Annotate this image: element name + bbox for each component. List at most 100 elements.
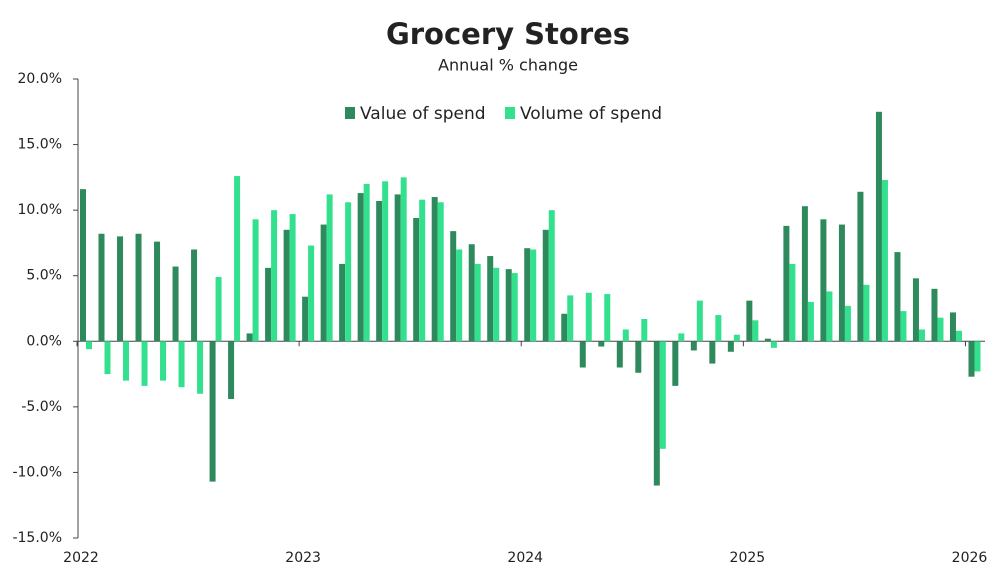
bar bbox=[894, 252, 901, 342]
bar bbox=[493, 267, 500, 342]
bar bbox=[807, 301, 814, 342]
bar bbox=[345, 202, 352, 342]
bar bbox=[172, 266, 179, 342]
bar bbox=[585, 292, 592, 342]
bar bbox=[752, 320, 759, 342]
bar bbox=[511, 273, 518, 342]
bar bbox=[733, 334, 740, 342]
bar bbox=[672, 341, 679, 386]
x-tick-label: 2022 bbox=[63, 550, 99, 566]
bar bbox=[542, 229, 549, 342]
legend-swatch bbox=[505, 107, 515, 119]
bar bbox=[678, 333, 685, 342]
chart-title: Grocery Stores bbox=[386, 17, 630, 51]
bar bbox=[801, 206, 808, 342]
bar bbox=[400, 177, 407, 342]
bar bbox=[746, 300, 753, 342]
bar bbox=[857, 191, 864, 342]
bar bbox=[918, 329, 925, 342]
bar bbox=[789, 263, 796, 342]
bar bbox=[783, 225, 790, 342]
legend-swatch bbox=[345, 107, 355, 119]
bar bbox=[283, 229, 290, 342]
bar bbox=[308, 245, 315, 342]
bar bbox=[289, 214, 296, 342]
bar bbox=[215, 277, 222, 342]
bar bbox=[450, 231, 457, 342]
bar bbox=[326, 194, 333, 342]
bar bbox=[622, 329, 629, 342]
bar bbox=[881, 179, 888, 342]
bar bbox=[80, 189, 86, 342]
bar bbox=[770, 341, 777, 348]
bar bbox=[252, 219, 259, 342]
bar bbox=[561, 313, 568, 342]
bar bbox=[931, 288, 938, 342]
bar bbox=[141, 341, 148, 386]
bar bbox=[302, 296, 309, 342]
legend-label: Volume of spend bbox=[520, 104, 662, 124]
bar bbox=[530, 249, 537, 342]
bar bbox=[715, 315, 722, 342]
bar bbox=[579, 341, 586, 368]
bar bbox=[968, 341, 975, 377]
bar bbox=[98, 233, 105, 342]
bar bbox=[653, 341, 660, 486]
y-tick-label: 0.0% bbox=[26, 333, 62, 349]
bar bbox=[937, 317, 944, 342]
bar bbox=[690, 341, 697, 351]
bar bbox=[160, 341, 167, 381]
bar bbox=[376, 200, 383, 342]
bar bbox=[696, 300, 703, 342]
bar bbox=[567, 295, 574, 342]
y-tick-label: -15.0% bbox=[12, 530, 62, 546]
bar bbox=[820, 219, 827, 342]
bar bbox=[320, 224, 327, 342]
bar bbox=[265, 267, 272, 342]
bar bbox=[505, 269, 512, 342]
bar bbox=[604, 294, 611, 342]
bar bbox=[271, 210, 278, 342]
bar bbox=[949, 312, 956, 342]
bar bbox=[135, 233, 142, 342]
bar bbox=[955, 330, 962, 342]
bar bbox=[826, 291, 833, 342]
bar bbox=[86, 341, 92, 350]
bar bbox=[474, 263, 481, 342]
bar bbox=[844, 305, 851, 342]
bar bbox=[456, 249, 463, 342]
bar bbox=[468, 244, 475, 342]
bar bbox=[875, 111, 882, 342]
bar bbox=[487, 256, 494, 342]
bar bbox=[339, 263, 346, 342]
bar bbox=[197, 341, 204, 394]
bar bbox=[641, 318, 648, 342]
chart-subtitle: Annual % change bbox=[438, 56, 578, 75]
bar bbox=[419, 199, 426, 342]
bar bbox=[838, 224, 845, 342]
bar bbox=[709, 341, 716, 364]
y-tick-label: 10.0% bbox=[18, 202, 62, 218]
y-tick-label: -10.0% bbox=[12, 464, 62, 480]
bar bbox=[234, 176, 241, 342]
bar bbox=[209, 341, 216, 482]
bar bbox=[598, 341, 605, 347]
y-tick-label: 15.0% bbox=[18, 137, 62, 153]
bar bbox=[178, 341, 185, 388]
bar bbox=[437, 202, 444, 342]
bar bbox=[616, 341, 623, 368]
bar bbox=[394, 194, 401, 342]
bar bbox=[659, 341, 666, 449]
bar bbox=[382, 181, 389, 342]
bar bbox=[154, 241, 161, 342]
x-tick-label: 2024 bbox=[507, 550, 543, 566]
bar bbox=[228, 341, 235, 399]
legend-label: Value of spend bbox=[360, 104, 486, 124]
bar bbox=[104, 341, 111, 375]
x-tick-label: 2026 bbox=[952, 550, 988, 566]
x-tick-label: 2023 bbox=[285, 550, 321, 566]
y-tick-label: 20.0% bbox=[18, 71, 62, 87]
bar bbox=[548, 210, 555, 342]
bar bbox=[912, 278, 919, 342]
